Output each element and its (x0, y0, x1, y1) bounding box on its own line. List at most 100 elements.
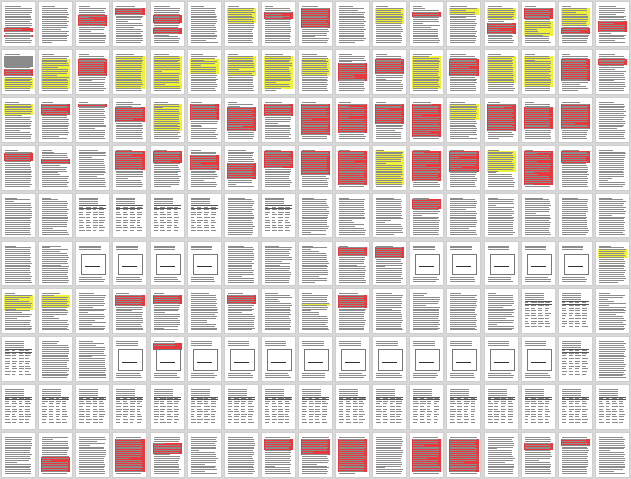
page-thumbnail[interactable] (150, 241, 184, 286)
page-thumbnail[interactable] (113, 337, 147, 382)
page-thumbnail[interactable] (150, 145, 184, 190)
page-thumbnail[interactable] (410, 145, 444, 190)
page-thumbnail[interactable] (224, 49, 258, 94)
page-thumbnail[interactable] (484, 49, 518, 94)
page-thumbnail[interactable] (224, 2, 258, 46)
page-thumbnail[interactable] (76, 385, 110, 430)
page-thumbnail[interactable] (336, 145, 370, 190)
page-thumbnail[interactable] (2, 385, 36, 430)
page-thumbnail[interactable] (521, 145, 555, 190)
page-thumbnail[interactable] (76, 241, 110, 286)
page-thumbnail[interactable] (447, 337, 481, 382)
page-thumbnail[interactable] (484, 241, 518, 286)
page-thumbnail[interactable] (39, 193, 73, 238)
page-thumbnail[interactable] (224, 385, 258, 430)
page-thumbnail[interactable] (595, 145, 629, 190)
page-thumbnail[interactable] (2, 97, 36, 142)
page-thumbnail[interactable] (373, 97, 407, 142)
page-thumbnail[interactable] (447, 193, 481, 238)
page-thumbnail[interactable] (410, 49, 444, 94)
page-thumbnail[interactable] (558, 337, 592, 382)
page-thumbnail[interactable] (150, 289, 184, 334)
page-thumbnail[interactable] (224, 193, 258, 238)
page-thumbnail[interactable] (39, 289, 73, 334)
page-thumbnail[interactable] (410, 385, 444, 430)
page-thumbnail[interactable] (113, 433, 147, 477)
page-thumbnail[interactable] (558, 193, 592, 238)
page-thumbnail[interactable] (187, 2, 221, 46)
page-thumbnail[interactable] (2, 337, 36, 382)
page-thumbnail[interactable] (410, 241, 444, 286)
page-thumbnail[interactable] (447, 97, 481, 142)
page-thumbnail[interactable] (187, 97, 221, 142)
page-thumbnail[interactable] (558, 97, 592, 142)
page-thumbnail[interactable] (336, 289, 370, 334)
page-thumbnail[interactable] (298, 145, 332, 190)
page-thumbnail[interactable] (113, 385, 147, 430)
page-thumbnail[interactable] (150, 49, 184, 94)
page-thumbnail[interactable] (224, 97, 258, 142)
page-thumbnail[interactable] (224, 145, 258, 190)
page-thumbnail[interactable] (595, 97, 629, 142)
page-thumbnail[interactable] (558, 145, 592, 190)
page-thumbnail[interactable] (336, 2, 370, 46)
page-thumbnail[interactable] (39, 97, 73, 142)
page-thumbnail[interactable] (410, 289, 444, 334)
page-thumbnail[interactable] (187, 433, 221, 477)
page-thumbnail[interactable] (224, 241, 258, 286)
page-thumbnail[interactable] (521, 289, 555, 334)
page-thumbnail[interactable] (76, 433, 110, 477)
page-thumbnail[interactable] (298, 433, 332, 477)
page-thumbnail[interactable] (187, 337, 221, 382)
page-thumbnail[interactable] (484, 433, 518, 477)
page-thumbnail[interactable] (2, 145, 36, 190)
page-thumbnail[interactable] (261, 145, 295, 190)
page-thumbnail[interactable] (521, 433, 555, 477)
page-thumbnail[interactable] (373, 49, 407, 94)
page-thumbnail[interactable] (336, 433, 370, 477)
page-thumbnail[interactable] (410, 97, 444, 142)
page-thumbnail[interactable] (410, 193, 444, 238)
page-thumbnail[interactable] (373, 385, 407, 430)
page-thumbnail[interactable] (336, 385, 370, 430)
page-thumbnail[interactable] (39, 2, 73, 46)
page-thumbnail[interactable] (76, 193, 110, 238)
page-thumbnail[interactable] (373, 145, 407, 190)
page-thumbnail[interactable] (484, 337, 518, 382)
page-thumbnail[interactable] (76, 49, 110, 94)
page-thumbnail[interactable] (187, 385, 221, 430)
page-thumbnail[interactable] (187, 145, 221, 190)
page-thumbnail[interactable] (261, 337, 295, 382)
page-thumbnail[interactable] (595, 241, 629, 286)
page-thumbnail[interactable] (558, 241, 592, 286)
page-thumbnail[interactable] (187, 241, 221, 286)
page-thumbnail[interactable] (558, 433, 592, 477)
page-thumbnail[interactable] (2, 193, 36, 238)
page-thumbnail[interactable] (224, 433, 258, 477)
page-thumbnail[interactable] (76, 97, 110, 142)
page-thumbnail[interactable] (298, 193, 332, 238)
page-thumbnail[interactable] (521, 2, 555, 46)
page-thumbnail[interactable] (558, 385, 592, 430)
page-thumbnail[interactable] (447, 49, 481, 94)
page-thumbnail[interactable] (150, 433, 184, 477)
page-thumbnail[interactable] (558, 289, 592, 334)
page-thumbnail[interactable] (150, 337, 184, 382)
page-thumbnail[interactable] (595, 193, 629, 238)
page-thumbnail[interactable] (410, 337, 444, 382)
page-thumbnail[interactable] (150, 97, 184, 142)
page-thumbnail[interactable] (521, 337, 555, 382)
page-thumbnail[interactable] (595, 2, 629, 46)
page-thumbnail[interactable] (447, 289, 481, 334)
page-thumbnail[interactable] (410, 433, 444, 477)
page-thumbnail[interactable] (187, 49, 221, 94)
page-thumbnail[interactable] (484, 193, 518, 238)
page-thumbnail[interactable] (521, 49, 555, 94)
page-thumbnail[interactable] (373, 2, 407, 46)
page-thumbnail[interactable] (224, 289, 258, 334)
page-thumbnail[interactable] (2, 2, 36, 46)
page-thumbnail[interactable] (595, 49, 629, 94)
page-thumbnail[interactable] (595, 337, 629, 382)
page-thumbnail[interactable] (447, 241, 481, 286)
page-thumbnail[interactable] (39, 433, 73, 477)
